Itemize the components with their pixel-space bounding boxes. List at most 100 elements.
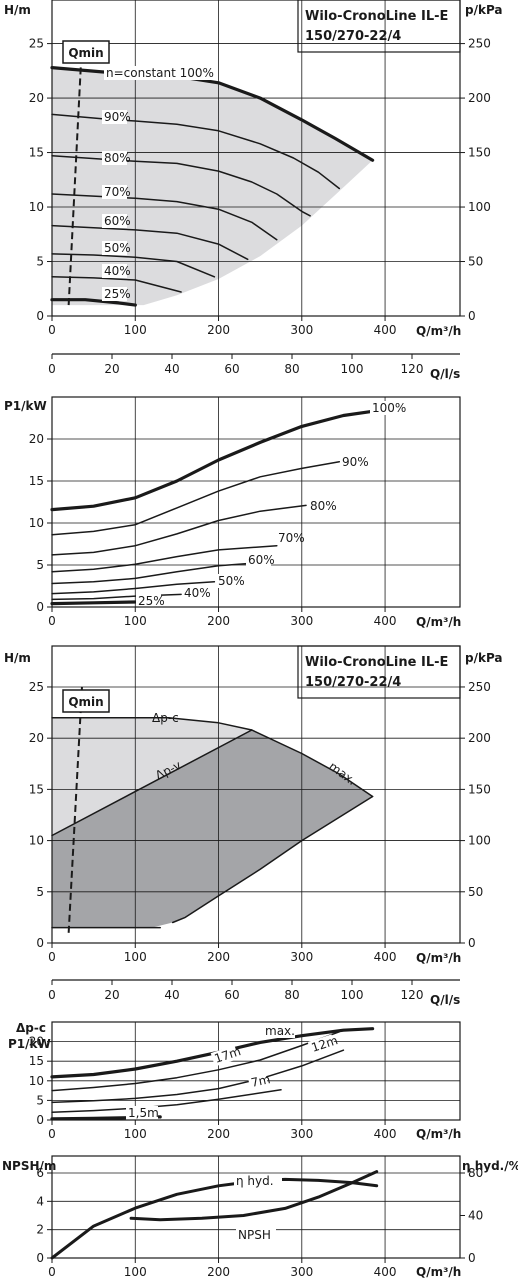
qmin-marker: Qmin bbox=[62, 40, 110, 306]
power-dp-label-group-0: max. bbox=[263, 1024, 295, 1038]
ls_axis_2-tick-label: 100 bbox=[341, 988, 364, 1002]
head-dp-y-tick-label: 0 bbox=[36, 936, 44, 950]
head-y-tick-label: 25 bbox=[29, 37, 44, 51]
y-axis-label-npsh: NPSH/m bbox=[2, 1159, 56, 1173]
qmin-2-box bbox=[62, 689, 110, 713]
ls_axis_2-tick-label: 40 bbox=[164, 988, 179, 1002]
power-dp-label-2-bg bbox=[307, 1034, 336, 1056]
head-y-tick-label: 20 bbox=[29, 91, 44, 105]
y2-axis-label-efficiency: η hyd./% bbox=[462, 1159, 518, 1173]
speed-curve-label-5-bg bbox=[102, 241, 127, 255]
head-y-tick-label: 10 bbox=[29, 200, 44, 214]
power-curve-label-3: 70% bbox=[278, 531, 305, 545]
power-curve-1 bbox=[51, 460, 341, 536]
head-dp-y-tick-label: 5 bbox=[36, 885, 44, 899]
speed-curve-label-4: 60% bbox=[104, 214, 131, 228]
power-dp-x-tick-label: 300 bbox=[290, 1127, 313, 1141]
power-curve-0 bbox=[50, 409, 375, 512]
dp-c-label: Δp-c bbox=[152, 711, 179, 725]
pressure-dp-y-tick-label: 200 bbox=[468, 731, 491, 745]
power-curve-label-6-bg bbox=[182, 586, 207, 600]
x-axis-label-flow-2: Q/m³/h bbox=[416, 615, 461, 629]
npsh-y-tick-label: 4 bbox=[36, 1194, 44, 1208]
speed-curve-label-0-bg bbox=[104, 66, 213, 80]
dp-c-region bbox=[52, 717, 252, 836]
flow-ls-ticks: 0 20 40 60 80 100 120 bbox=[48, 353, 460, 376]
ls_axis_1-tick-label: 60 bbox=[224, 362, 239, 376]
power-dp-label-group-1: 17m bbox=[210, 1044, 243, 1067]
y-axis-label-power-2: P1/kW bbox=[8, 1037, 51, 1051]
speed-curve-label-2: 80% bbox=[104, 151, 131, 165]
power-x-tick-label: 100 bbox=[124, 614, 147, 628]
title-box bbox=[297, 0, 461, 53]
y-axis-label-dpc: Δp-c bbox=[16, 1021, 46, 1035]
npsh-chart-frame bbox=[51, 1155, 461, 1259]
head-dp-y-tick-label: 15 bbox=[29, 782, 44, 796]
power-dp-label-0: max. bbox=[265, 1024, 295, 1038]
power-curve-label-3-bg bbox=[276, 531, 301, 545]
power-y-tick-label: 15 bbox=[29, 474, 44, 488]
speed-curve-label-7: 25% bbox=[104, 287, 131, 301]
head-chart-speed: n=constant 100% 90% 80% 70% 60% 50% 40% 25% Wil… bbox=[4, 0, 503, 338]
pressure-dp-y-tick-label: 250 bbox=[468, 680, 491, 694]
head-dp-y-tick-label: 20 bbox=[29, 731, 44, 745]
power-curve-label-4: 60% bbox=[248, 553, 275, 567]
qmin-marker-2: Qmin bbox=[62, 686, 110, 933]
head-y-tick-label: 0 bbox=[36, 309, 44, 323]
head-dp-y-tick-label: 25 bbox=[29, 680, 44, 694]
power-chart-grid bbox=[52, 397, 460, 607]
y-axis-label-head-2: H/m bbox=[4, 651, 31, 665]
power-dp-y-tick-label: 10 bbox=[29, 1074, 44, 1088]
ls_axis_2-tick-label: 0 bbox=[48, 988, 56, 1002]
power-curve-label-2: 80% bbox=[310, 499, 337, 513]
power-y-tick-label: 20 bbox=[29, 432, 44, 446]
power-y-tick-label: 0 bbox=[36, 600, 44, 614]
x-axis-label-flow: Q/m³/h bbox=[416, 324, 461, 338]
power-curve-label-4-bg bbox=[246, 553, 271, 567]
pressure-y-tick-label: 0 bbox=[468, 309, 476, 323]
power-dp-label-3-bg bbox=[247, 1072, 269, 1091]
flow-ls-label: Q/l/s bbox=[430, 367, 460, 381]
speed-curve-label-3: 70% bbox=[104, 185, 131, 199]
power-dp-curve-2 bbox=[51, 1049, 345, 1104]
npsh-y-tick-label: 0 bbox=[36, 1251, 44, 1265]
pressure-y-tick-label: 200 bbox=[468, 91, 491, 105]
speed-curve-label-2-bg bbox=[102, 151, 127, 165]
speed-curve-label-6: 40% bbox=[104, 264, 131, 278]
y2-axis-label-pressure: p/kPa bbox=[465, 3, 503, 17]
head-dp-x-tick-label: 0 bbox=[48, 950, 56, 964]
efficiency-y-tick-label: 80 bbox=[468, 1166, 483, 1180]
power-dp-x-tick-label: 400 bbox=[374, 1127, 397, 1141]
npsh-chart-ticks: 0 100 200 300 400 0 2 4 6 0 40 80 bbox=[36, 1166, 483, 1279]
title-2-line-2: 150/270-22/4 bbox=[305, 675, 401, 690]
operating-range-fill bbox=[52, 67, 373, 306]
power-curve-label-7-bg bbox=[136, 594, 161, 608]
head-chart-dp-grid bbox=[52, 646, 460, 943]
power-dp-label-group-3: 7m bbox=[247, 1072, 272, 1091]
speed-curve-label-1-bg bbox=[102, 110, 127, 124]
ls_axis_2-tick-label: 60 bbox=[224, 988, 239, 1002]
power-x-tick-label: 400 bbox=[374, 614, 397, 628]
flow-ls-axis-1: 0 20 40 60 80 100 120 Q/l/s bbox=[48, 353, 460, 381]
efficiency-label-bg bbox=[234, 1174, 282, 1188]
ls_axis_2-tick-label: 80 bbox=[284, 988, 299, 1002]
power-dp-y-tick-label: 20 bbox=[29, 1035, 44, 1049]
power-dp-y-tick-label: 0 bbox=[36, 1113, 44, 1127]
pressure-dp-y-tick-label: 150 bbox=[468, 782, 491, 796]
x-axis-label-flow-3: Q/m³/h bbox=[416, 951, 461, 965]
power-dp-label-2: 12m bbox=[310, 1033, 340, 1055]
npsh-x-tick-label: 0 bbox=[48, 1265, 56, 1279]
power-curve-label-0-bg bbox=[370, 401, 402, 415]
qmin-box bbox=[62, 40, 110, 64]
power-curves: 100% 90% 80% 70%60%50% 40% 25% bbox=[50, 401, 406, 608]
npsh-chart-grid bbox=[52, 1156, 460, 1258]
power-curve-7 bbox=[50, 600, 137, 606]
dp-regions bbox=[52, 717, 373, 928]
npsh-label-bg bbox=[236, 1228, 276, 1242]
power-chart-dp-ticks: 0 100 200 300 400 0 5 10 15 20 bbox=[29, 1035, 397, 1141]
power-x-tick-label: 200 bbox=[207, 614, 230, 628]
efficiency-y-tick-label: 0 bbox=[468, 1251, 476, 1265]
dp-curve-3 bbox=[171, 795, 374, 924]
power-dp-curves: max. 17m 12m 7m 1,5m bbox=[50, 1024, 375, 1121]
